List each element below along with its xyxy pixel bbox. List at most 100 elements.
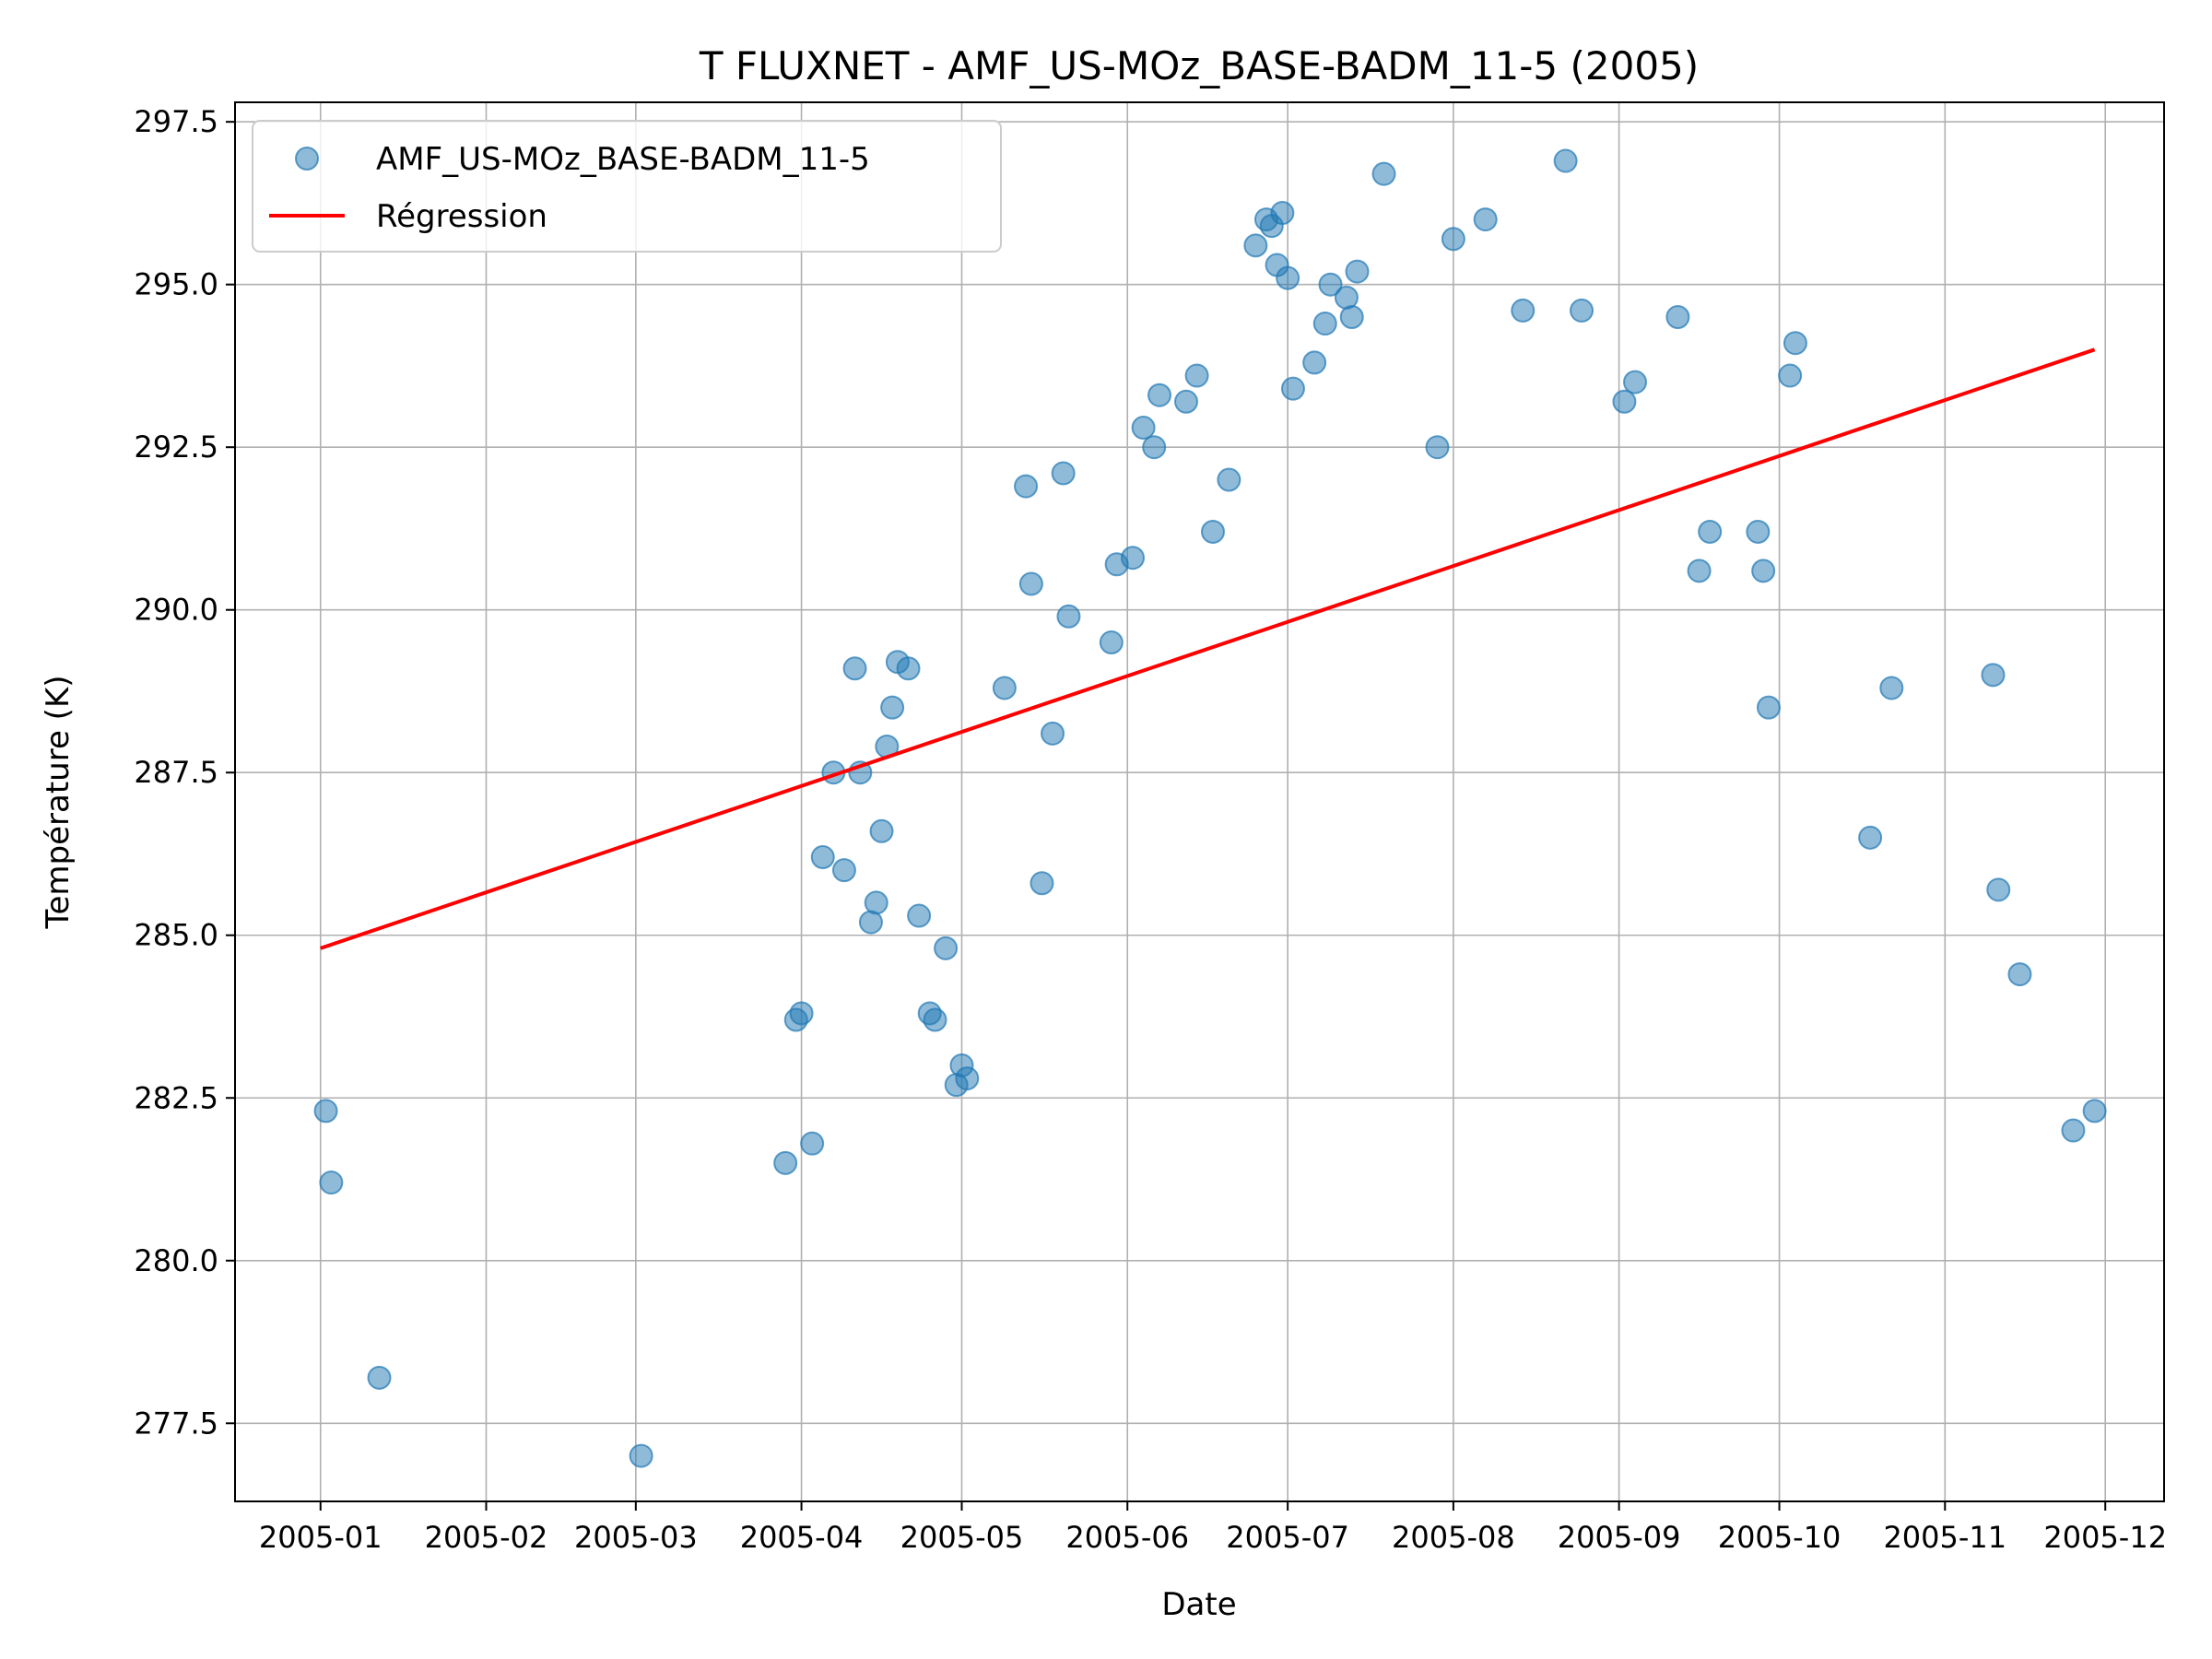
legend: AMF_US-MOz_BASE-BADM_11-5 Régression [252, 120, 1002, 253]
x-tick-label: 2005-09 [1558, 1520, 1681, 1555]
scatter-point [1243, 233, 1268, 258]
scatter-point [1858, 825, 1883, 850]
scatter-point [955, 1066, 980, 1091]
plot-area [235, 102, 2164, 1501]
scatter-point [1099, 630, 1124, 655]
scatter-point [1030, 871, 1054, 896]
scatter-point [1041, 721, 1065, 746]
scatter-point [1665, 304, 1690, 329]
scatter-point [992, 676, 1017, 700]
scatter-point [2082, 1099, 2107, 1124]
scatter-point [1570, 298, 1594, 323]
scatter-point [1751, 559, 1776, 583]
scatter-point [1056, 604, 1081, 629]
scatter-point [789, 1001, 814, 1026]
y-tick-label: 290.0 [134, 593, 218, 628]
scatter-point [1014, 474, 1039, 499]
y-tick-label: 297.5 [134, 104, 218, 139]
scatter-point [1121, 546, 1146, 571]
legend-label-regression: Régression [376, 198, 547, 235]
scatter-point [831, 858, 856, 883]
grid [235, 102, 2164, 1501]
y-tick-label: 295.0 [134, 267, 218, 302]
scatter-point [313, 1099, 338, 1124]
y-tick-label: 282.5 [134, 1080, 218, 1115]
scatter-point [1511, 298, 1535, 323]
scatter-point [1441, 227, 1465, 252]
scatter-point [907, 903, 932, 928]
scatter-point [1302, 350, 1327, 375]
scatter-point [1623, 370, 1648, 394]
scatter-point [1783, 331, 1807, 356]
y-tick-label: 287.5 [134, 755, 218, 790]
scatter-point [1345, 259, 1370, 284]
x-tick-label: 2005-11 [1883, 1520, 2006, 1555]
scatter-point [1339, 304, 1364, 329]
scatter-point [2007, 962, 2032, 987]
scatter-point [367, 1365, 392, 1390]
x-axis-title: Date [1161, 1586, 1236, 1623]
scatter-point [1018, 571, 1043, 596]
x-tick-label: 2005-01 [259, 1520, 382, 1555]
scatter-point [319, 1171, 344, 1195]
legend-scatter-marker [295, 147, 319, 171]
scatter-point [773, 1150, 798, 1175]
scatter-point [1312, 312, 1337, 336]
scatter-point [1217, 467, 1241, 492]
scatter-point [1051, 461, 1076, 486]
scatter-point [1270, 201, 1295, 226]
x-tick-label: 2005-03 [574, 1520, 698, 1555]
scatter-point [1986, 877, 2011, 902]
x-axis: 2005-01 2005-02 2005-03 2005-04 2005-05 2005-… [259, 1501, 2167, 1555]
scatter-point [1200, 519, 1225, 544]
scatter-point [800, 1131, 825, 1156]
scatter-point [1981, 663, 2006, 688]
scatter-point [1778, 363, 1803, 388]
scatter-point [1276, 265, 1300, 290]
scatter-point [1131, 416, 1156, 441]
scatter-point [880, 695, 905, 720]
scatter-point [2061, 1118, 2086, 1143]
legend-label-scatter: AMF_US-MOz_BASE-BADM_11-5 [376, 141, 870, 178]
scatter-point [1280, 376, 1305, 401]
scatter-point [864, 890, 888, 915]
legend-box [252, 120, 1002, 253]
y-axis-title: Température (K) [40, 675, 76, 929]
scatter-point [1371, 161, 1396, 186]
scatter-point [869, 818, 894, 843]
scatter-point [1184, 363, 1209, 388]
x-tick-label: 2005-05 [900, 1520, 1024, 1555]
scatter-point [810, 845, 835, 870]
x-tick-label: 2005-12 [2043, 1520, 2167, 1555]
scatter-point [1147, 382, 1172, 407]
scatter-point [1612, 389, 1637, 414]
regression-line [320, 347, 2096, 950]
y-tick-label: 285.0 [134, 918, 218, 953]
scatter-point [1142, 435, 1167, 460]
scatter-point [934, 935, 959, 960]
x-tick-label: 2005-04 [740, 1520, 864, 1555]
scatter-point [1698, 519, 1723, 544]
scatter-point [1318, 272, 1343, 297]
scatter-point [1334, 285, 1359, 310]
x-tick-label: 2005-10 [1718, 1520, 1841, 1555]
scatter-point [1756, 695, 1781, 720]
series-layer [313, 148, 2107, 1468]
x-tick-label: 2005-08 [1392, 1520, 1515, 1555]
scatter-point [1879, 676, 1904, 700]
y-axis: 277.5 280.0 282.5 285.0 287.5 290.0 292.5 295.0… [134, 104, 235, 1441]
scatter-point [858, 910, 883, 935]
scatter-point [1174, 389, 1199, 414]
y-tick-label: 277.5 [134, 1406, 218, 1441]
scatter-point [629, 1443, 653, 1468]
y-tick-label: 292.5 [134, 429, 218, 465]
scatter-point [896, 656, 921, 681]
chart-title: T FLUXNET - AMF_US-MOz_BASE-BADM_11-5 (2… [699, 43, 1699, 88]
scatter-point [1687, 559, 1712, 583]
scatter-point [1473, 207, 1498, 232]
scatter-point [923, 1007, 947, 1032]
y-tick-label: 280.0 [134, 1243, 218, 1278]
plot-frame [234, 101, 2165, 1502]
x-tick-label: 2005-02 [425, 1520, 548, 1555]
